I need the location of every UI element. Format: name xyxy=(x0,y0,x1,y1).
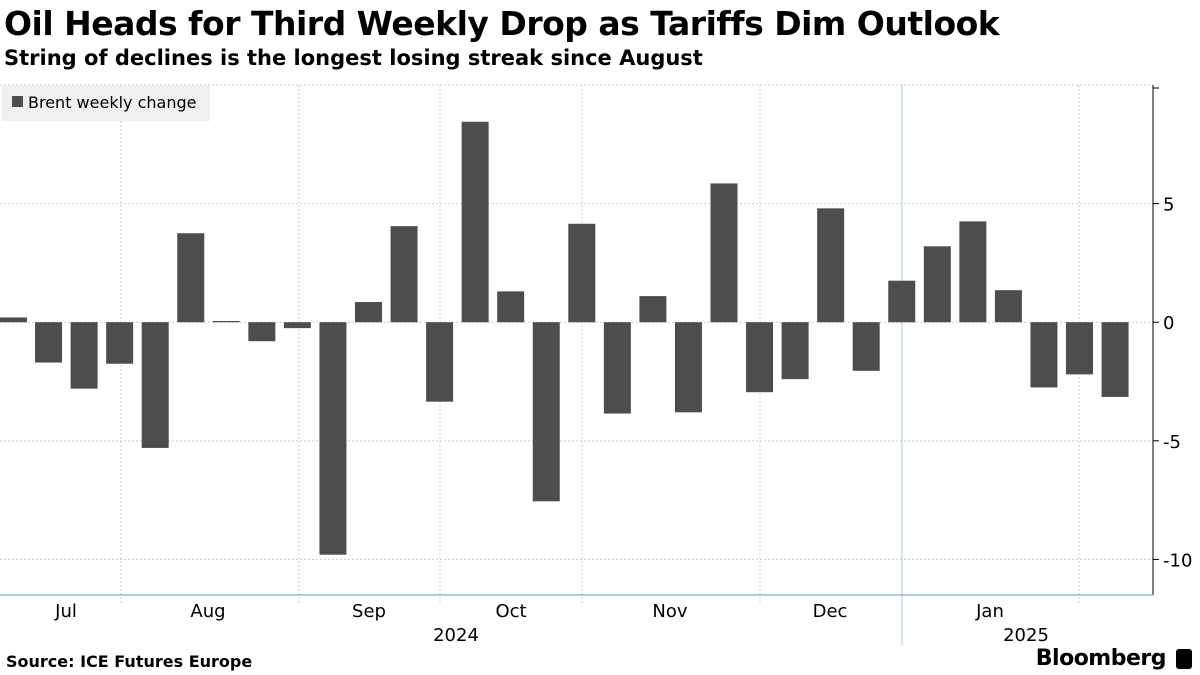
bar xyxy=(994,290,1022,323)
bar xyxy=(639,296,667,323)
bar xyxy=(923,246,951,323)
bar xyxy=(959,221,987,323)
brand-name: Bloomberg xyxy=(1035,646,1167,671)
x-month-label: Oct xyxy=(495,601,526,622)
chart-subtitle: String of declines is the longest losing… xyxy=(4,46,703,70)
bar xyxy=(106,322,134,364)
x-month-label: Aug xyxy=(190,601,225,622)
x-month-label: Dec xyxy=(813,601,848,622)
bar xyxy=(603,322,631,414)
bar xyxy=(390,226,418,323)
bar xyxy=(1101,322,1129,397)
bar xyxy=(852,322,880,371)
y-tick-label: -5 xyxy=(1163,432,1181,453)
bar xyxy=(319,322,347,555)
bar xyxy=(35,322,63,363)
bar xyxy=(283,322,311,329)
bar xyxy=(710,183,738,323)
bar xyxy=(0,317,27,323)
y-tick-label: -10 xyxy=(1163,550,1192,571)
bloomberg-logo: Bloomberg xyxy=(1036,646,1192,671)
bar xyxy=(497,291,525,323)
bar xyxy=(1030,322,1058,388)
bar xyxy=(746,322,774,393)
y-tick-label: 0 xyxy=(1163,313,1174,334)
legend-swatch xyxy=(12,96,23,107)
bar xyxy=(426,322,454,402)
bar xyxy=(70,322,98,389)
bar xyxy=(532,322,560,502)
legend-box xyxy=(2,86,210,121)
bar xyxy=(817,208,845,323)
bar xyxy=(568,223,596,323)
bar xyxy=(461,121,489,323)
bar xyxy=(248,322,276,342)
source-note: Source: ICE Futures Europe xyxy=(6,652,253,671)
x-month-label: Jul xyxy=(54,601,77,622)
legend-label: Brent weekly change xyxy=(28,93,196,112)
bar xyxy=(177,233,205,323)
bar xyxy=(888,280,916,323)
x-month-label: Jan xyxy=(975,601,1004,622)
y-tick-label: 5 xyxy=(1163,195,1174,216)
bloomberg-chart-icon xyxy=(1176,648,1192,669)
x-year-label: 2024 xyxy=(433,625,479,646)
bar xyxy=(781,322,809,380)
x-year-label: 2025 xyxy=(1003,625,1049,646)
bar xyxy=(674,322,702,413)
x-month-label: Nov xyxy=(652,601,687,622)
bar xyxy=(1066,322,1093,375)
bar xyxy=(141,322,169,448)
bar xyxy=(355,302,382,323)
chart-title: Oil Heads for Third Weekly Drop as Tarif… xyxy=(4,4,1000,43)
bar xyxy=(212,321,240,323)
x-month-label: Sep xyxy=(352,601,386,622)
